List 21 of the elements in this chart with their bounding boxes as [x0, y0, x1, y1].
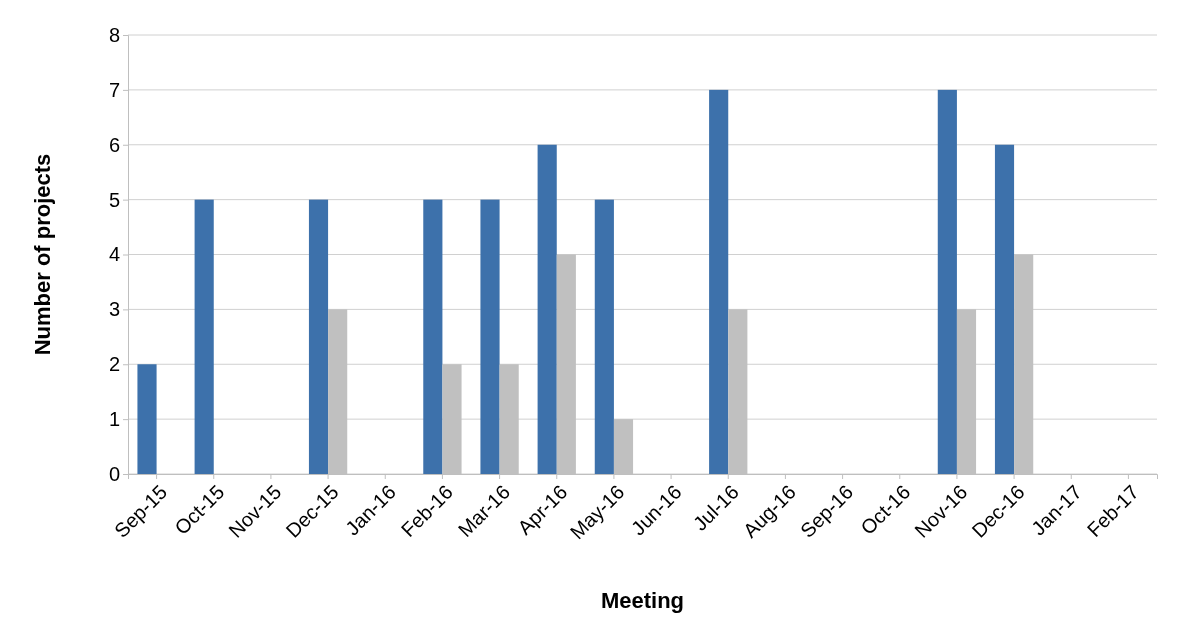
bar: [194, 199, 214, 474]
bar: [994, 144, 1015, 474]
x-axis-title: Meeting: [600, 588, 685, 613]
y-tick-label: 2: [108, 353, 120, 376]
bar: [308, 199, 329, 474]
bar: [537, 144, 557, 474]
y-tick-label: 7: [108, 78, 120, 101]
y-tick-label: 5: [108, 188, 120, 211]
bar: [480, 199, 500, 474]
y-tick-label: 8: [108, 23, 120, 46]
y-tick-label: 6: [108, 133, 120, 156]
bar: [137, 364, 157, 474]
bar: [594, 199, 614, 474]
y-axis-title: Number of projects: [30, 153, 55, 356]
y-tick-label: 1: [108, 408, 120, 431]
bar: [937, 89, 957, 474]
bar: [709, 89, 729, 474]
y-tick-label: 3: [108, 298, 120, 321]
y-tick-label: 0: [108, 462, 120, 485]
bar: [423, 199, 443, 474]
y-tick-label: 4: [108, 243, 120, 266]
